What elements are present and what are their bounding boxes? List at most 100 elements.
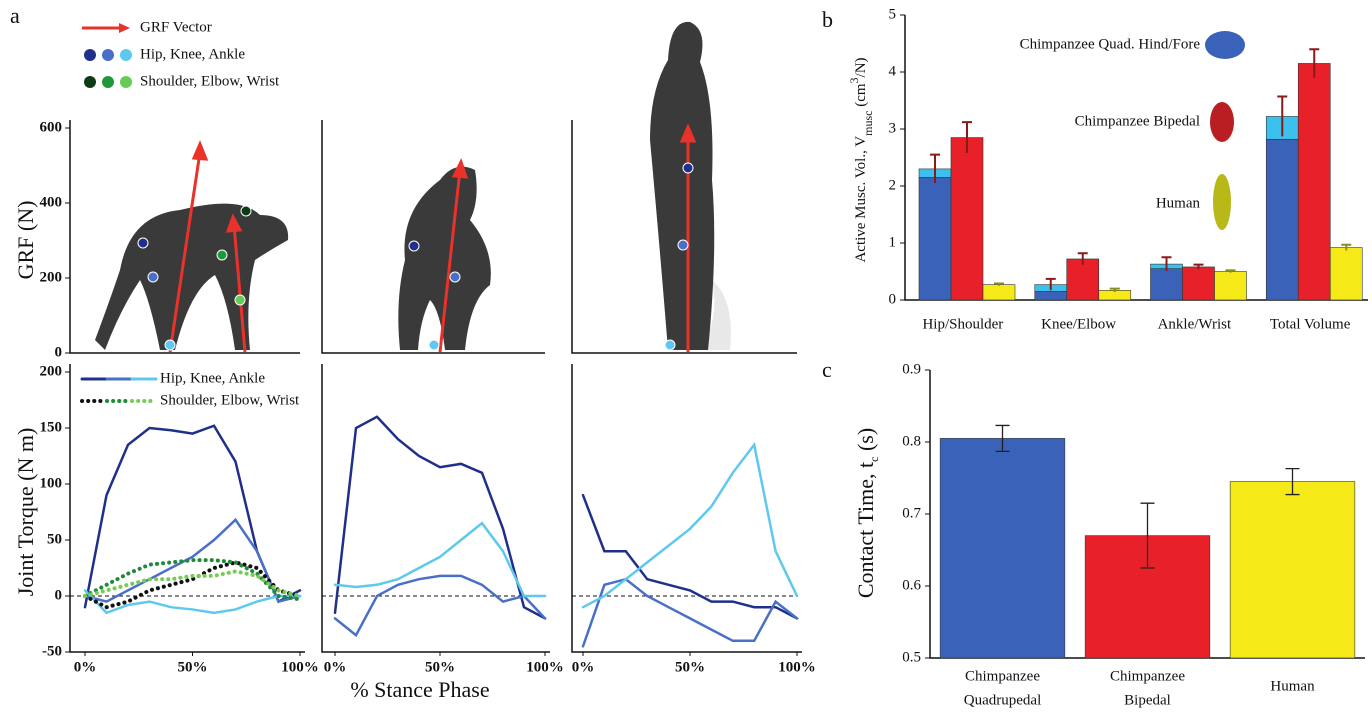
torque-line [83, 569, 302, 598]
axis [571, 120, 797, 354]
torque-line [581, 577, 799, 648]
x-tick-label: 0% [572, 659, 595, 675]
joint-dots [137, 162, 694, 351]
legend-dot [84, 49, 96, 61]
error-bar [1109, 287, 1120, 293]
y-tick-label: 3 [889, 120, 897, 136]
chimp-quadrupedal [95, 203, 289, 350]
legend-label: Human [1156, 195, 1201, 211]
y-tick-label: 0 [55, 344, 63, 360]
x-tick-label: Chimpanzee [1110, 668, 1185, 684]
bar [1034, 291, 1068, 301]
error-bar [1277, 95, 1288, 137]
bar [1066, 258, 1100, 301]
bar [1182, 266, 1215, 301]
y-tick-label: 5 [889, 6, 897, 22]
x-axis-label: % Stance Phase [350, 677, 489, 702]
axis [321, 120, 545, 354]
bar [1150, 268, 1183, 301]
x-tick-label: Quadrupedal [964, 692, 1041, 708]
legend-label: GRF Vector [140, 19, 212, 35]
panel-label: b [822, 7, 833, 32]
y-tick-label: 0.6 [902, 577, 921, 593]
bar [1329, 247, 1363, 301]
torque-line [83, 517, 302, 604]
error-bar [1309, 48, 1320, 78]
y-tick-label: 0.9 [902, 361, 921, 377]
error-bar [1225, 269, 1236, 273]
axis [571, 364, 802, 653]
human-bipedal [650, 21, 731, 351]
y-tick-label: 2 [889, 177, 897, 193]
x-tick-label: 50% [675, 659, 705, 675]
error-bar [1341, 243, 1352, 251]
label-part: (s) [853, 428, 878, 457]
legend-arrow-head [119, 23, 130, 33]
chimp-bipedal [398, 166, 491, 350]
y-axis-label: Active Musc. Vol., Vmusc (cm3/N) [847, 57, 875, 262]
legend-label: Hip, Knee, Ankle [160, 370, 265, 386]
bar [1214, 271, 1247, 301]
y-tick-label: 100 [40, 475, 63, 491]
x-tick-label: Bipedal [1124, 692, 1171, 708]
torque-line [333, 574, 547, 638]
x-tick-label: 100% [526, 659, 564, 675]
torque-line [581, 441, 799, 609]
label-part: Contact Time, t [853, 462, 878, 598]
x-tick-label: 50% [178, 659, 208, 675]
legend-dot [102, 49, 114, 61]
y-axis-label: Contact Time, tc (s) [853, 428, 881, 598]
panel-label: c [822, 357, 832, 382]
y-tick-label: -50 [42, 643, 62, 659]
x-tick-label: Knee/Elbow [1041, 316, 1116, 332]
x-tick-label: Chimpanzee [965, 668, 1040, 684]
y-tick-label: 0.5 [902, 649, 921, 665]
y-tick-label: 0 [55, 587, 63, 603]
y-tick-label: 50 [47, 531, 62, 547]
error-bar [1140, 502, 1155, 569]
y-axis-label: GRF (N) [13, 201, 38, 280]
error-bar [1077, 252, 1088, 265]
error-bar [962, 121, 972, 153]
error-bar [1285, 467, 1300, 496]
bar [950, 137, 984, 301]
legend-dot [120, 76, 132, 88]
bar [1229, 481, 1356, 659]
panel-label: a [10, 3, 20, 28]
x-tick-label: Hip/Shoulder [922, 316, 1003, 332]
y-tick-label: 200 [40, 269, 63, 285]
x-tick-label: Human [1270, 678, 1315, 694]
x-tick-label: 100% [281, 659, 319, 675]
y-tick-label: 150 [40, 419, 63, 435]
y-tick-label: 0.8 [902, 433, 921, 449]
y-tick-label: 0 [889, 291, 897, 307]
legend-label: Shoulder, Elbow, Wrist [140, 73, 280, 89]
legend-label: Chimpanzee Quad. Hind/Fore [1020, 36, 1201, 52]
error-bar [994, 282, 1004, 286]
error-bar [930, 153, 940, 184]
y-tick-label: 600 [40, 119, 63, 135]
bar [939, 438, 1066, 659]
label-part: 3 [847, 77, 861, 83]
x-tick-label: Total Volume [1270, 316, 1351, 332]
y-tick-label: 1 [889, 234, 897, 250]
label-part: c [867, 457, 881, 462]
x-tick-label: 50% [425, 659, 455, 675]
torque-line [581, 493, 799, 620]
torque-line [83, 589, 302, 615]
error-bar [1045, 277, 1056, 291]
legend-label: Hip, Knee, Ankle [140, 46, 245, 62]
label-part: musc [861, 111, 875, 136]
label-part: /N) [853, 57, 869, 77]
x-tick-label: 100% [778, 659, 816, 675]
torque-line [333, 521, 547, 598]
torque-line [333, 415, 547, 620]
y-tick-label: 4 [889, 63, 897, 79]
legend-dot [102, 76, 114, 88]
x-tick-label: Ankle/Wrist [1158, 316, 1232, 332]
torque-line [83, 560, 302, 610]
y-axis-label: Joint Torque (N m) [13, 428, 38, 597]
error-bar [1161, 256, 1172, 271]
y-tick-label: 0.7 [902, 505, 921, 521]
